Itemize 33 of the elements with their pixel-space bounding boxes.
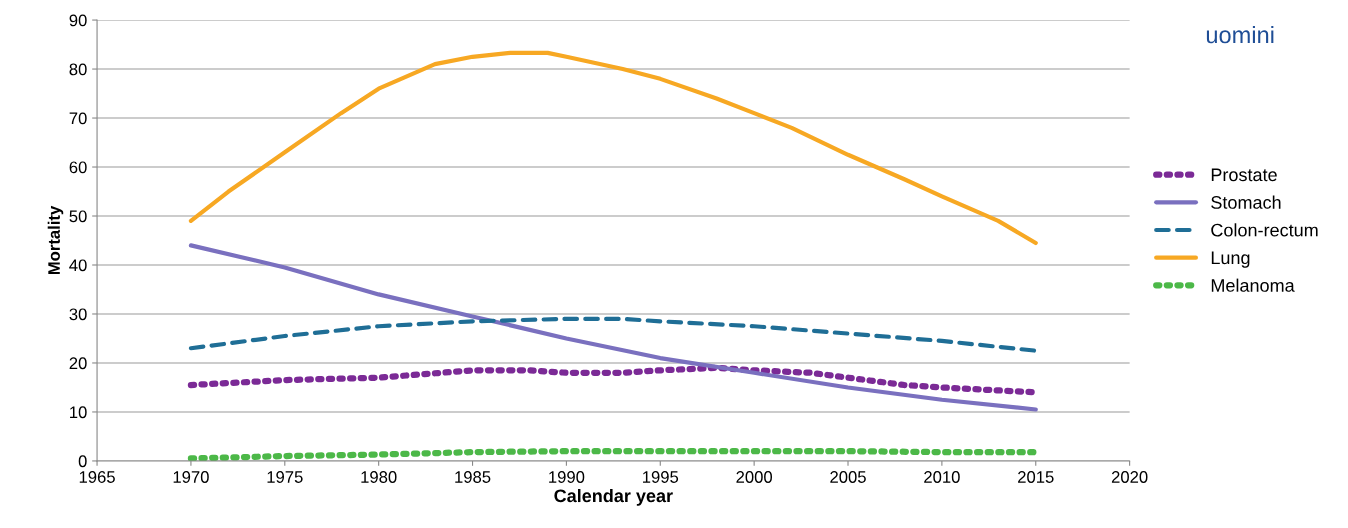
x-tick-label: 1965: [79, 471, 115, 483]
x-tick-label: 1975: [267, 471, 303, 483]
legend-label: Colon-rectum: [1211, 223, 1318, 237]
x-tick-label: 1995: [643, 471, 679, 483]
x-tick-label: 1980: [361, 471, 397, 483]
y-tick-label: 90: [69, 14, 87, 27]
y-tick-label: 50: [69, 210, 87, 223]
y-tick-label: 0: [78, 455, 87, 468]
text: uomini: [1206, 25, 1274, 44]
x-axis-title: Calendar year: [554, 488, 673, 506]
x-tick-label: 2015: [1018, 471, 1054, 483]
legend-label: Melanoma: [1211, 278, 1295, 292]
y-tick-label: 80: [69, 63, 87, 76]
x-tick-label: 2010: [924, 471, 960, 483]
line-series: [188, 50, 1038, 246]
y-tick-label: 30: [69, 308, 87, 321]
x-tick-label: 2000: [736, 471, 773, 483]
y-tick-label: 10: [70, 406, 87, 419]
legend-label: Prostate: [1211, 168, 1277, 182]
y-tick-label: 40: [69, 259, 87, 272]
y-tick-label: 60: [69, 161, 87, 174]
x-tick-label: 2020: [1111, 471, 1148, 483]
legend-label: Lung: [1211, 251, 1250, 268]
line-series: [188, 243, 1038, 412]
legend-label: Stomach: [1211, 195, 1281, 209]
y-tick-label: 70: [69, 112, 87, 125]
y-tick-label: 20: [69, 357, 87, 370]
x-tick-label: 1985: [455, 471, 491, 483]
x-tick-label: 2005: [830, 471, 866, 483]
y-axis-title: Mortality: [47, 205, 64, 275]
line-series: [188, 316, 1038, 353]
x-tick-label: 1970: [173, 471, 209, 483]
x-tick-label: 1990: [549, 471, 585, 483]
